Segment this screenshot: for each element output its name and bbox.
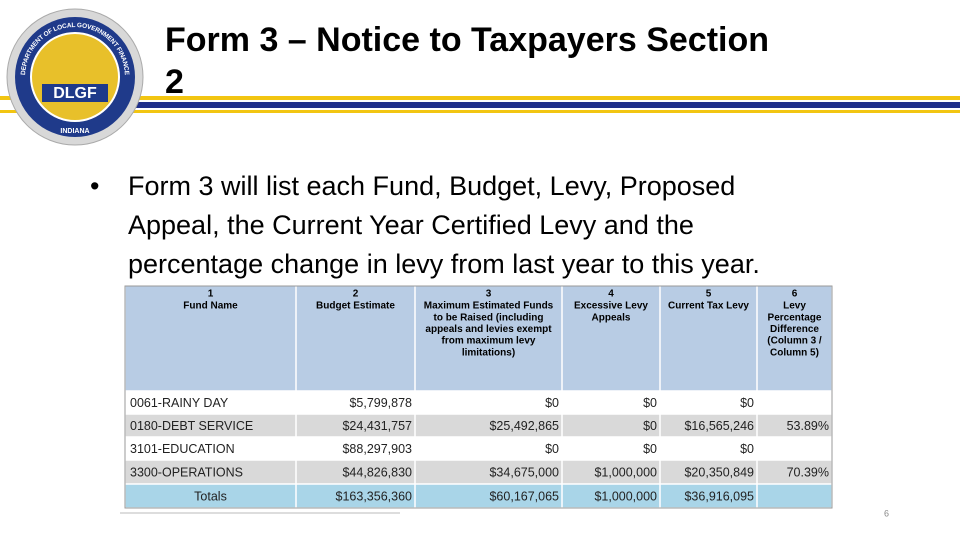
row-bg <box>125 460 832 484</box>
column-label: Current Tax Levy <box>668 301 749 312</box>
logo: DEPARTMENT OF LOCAL GOVERNMENT FINANCE D… <box>6 8 144 146</box>
column-label: to be Raised (including <box>433 312 543 323</box>
title: Form 3 – Notice to Taxpayers Section <box>165 21 769 59</box>
cell: $44,826,830 <box>342 465 412 479</box>
totals-cell: $60,167,065 <box>489 489 559 503</box>
column-label: Levy <box>783 301 806 312</box>
cell: 3300-OPERATIONS <box>130 465 243 479</box>
column-number: 2 <box>353 289 359 300</box>
column-label: Excessive Levy <box>574 301 648 312</box>
column-number: 3 <box>486 289 492 300</box>
row-bg <box>125 391 832 414</box>
cell: $25,492,865 <box>489 419 559 433</box>
column-label: Appeals <box>592 312 631 323</box>
cell: 0061-RAINY DAY <box>130 396 229 410</box>
column-label: Fund Name <box>183 301 238 312</box>
column-label: from maximum levy <box>442 336 536 347</box>
cell: $0 <box>740 442 754 456</box>
cell: $1,000,000 <box>594 465 657 479</box>
stripe <box>0 110 960 113</box>
column-number: 5 <box>706 289 712 300</box>
logo-initials: DLGF <box>53 85 97 102</box>
column-label: Percentage <box>768 312 822 323</box>
logo-banner <box>42 84 108 102</box>
column-label: (Column 3 / <box>767 336 822 347</box>
cell: $16,565,246 <box>684 419 754 433</box>
column-label: Difference <box>770 324 819 335</box>
column-label: Maximum Estimated Funds <box>424 301 554 312</box>
totals-cell: $163,356,360 <box>336 489 413 503</box>
cell: 3101-EDUCATION <box>130 442 235 456</box>
totals-cell: Totals <box>194 489 227 503</box>
cell: 53.89% <box>787 419 829 433</box>
column-number: 1 <box>208 289 214 300</box>
column-number: 4 <box>608 289 614 300</box>
cell: $20,350,849 <box>684 465 754 479</box>
column-label: limitations) <box>462 347 515 358</box>
totals-bg <box>125 484 832 508</box>
bullet-text: percentage change in levy from last year… <box>128 249 760 279</box>
cell: $0 <box>545 442 559 456</box>
logo-center <box>30 32 120 122</box>
cell: $0 <box>643 419 657 433</box>
column-label: Budget Estimate <box>316 301 395 312</box>
cell: $0 <box>643 396 657 410</box>
title: 2 <box>165 63 184 101</box>
cell: 0180-DEBT SERVICE <box>130 419 253 433</box>
table-border <box>124 285 833 509</box>
cell: $5,799,878 <box>349 396 412 410</box>
stripe <box>120 102 960 108</box>
totals-cell: $36,916,095 <box>684 489 754 503</box>
totals-cell: $1,000,000 <box>594 489 657 503</box>
cell: $88,297,903 <box>342 442 412 456</box>
column-number: 6 <box>792 289 798 300</box>
bullet-dot: • <box>90 171 99 201</box>
logo-state: INDIANA <box>60 128 89 135</box>
cell: $24,431,757 <box>342 419 412 433</box>
header-bg <box>125 286 832 391</box>
bullet-text: Appeal, the Current Year Certified Levy … <box>128 210 694 240</box>
cell: $0 <box>740 396 754 410</box>
cell: 70.39% <box>787 465 829 479</box>
cell: $0 <box>643 442 657 456</box>
bullet-text: Form 3 will list each Fund, Budget, Levy… <box>128 171 735 201</box>
stripe <box>0 96 960 100</box>
row-bg <box>125 414 832 437</box>
cell: $0 <box>545 396 559 410</box>
row-bg <box>125 437 832 460</box>
page-number: 6 <box>884 508 889 518</box>
column-label: appeals and levies exempt <box>425 324 552 335</box>
cell: $34,675,000 <box>489 465 559 479</box>
column-label: Column 5) <box>770 347 819 358</box>
